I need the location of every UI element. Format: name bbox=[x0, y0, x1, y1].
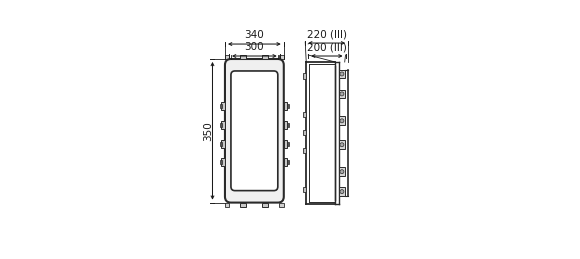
Bar bbox=[303, 187, 306, 192]
Bar bbox=[287, 160, 289, 164]
Text: 220 (III): 220 (III) bbox=[307, 30, 347, 39]
Bar bbox=[225, 55, 229, 59]
Bar bbox=[222, 102, 225, 110]
Bar bbox=[220, 142, 222, 146]
Bar bbox=[339, 70, 345, 78]
Bar bbox=[339, 140, 345, 149]
Bar bbox=[339, 187, 345, 196]
Bar bbox=[241, 203, 246, 207]
Text: 350: 350 bbox=[204, 121, 213, 141]
Bar bbox=[220, 160, 222, 164]
Bar bbox=[339, 167, 345, 176]
Circle shape bbox=[340, 170, 344, 174]
Bar bbox=[222, 159, 225, 166]
Bar bbox=[303, 148, 306, 153]
Bar bbox=[284, 102, 287, 110]
Bar bbox=[280, 55, 284, 59]
Circle shape bbox=[340, 190, 344, 194]
Circle shape bbox=[340, 92, 344, 96]
Text: 340: 340 bbox=[245, 31, 264, 40]
Bar bbox=[339, 117, 345, 125]
Bar bbox=[287, 104, 289, 108]
Bar bbox=[222, 140, 225, 148]
Bar bbox=[284, 121, 287, 129]
Circle shape bbox=[340, 119, 344, 123]
Bar bbox=[303, 130, 306, 135]
Bar bbox=[220, 123, 222, 127]
Bar bbox=[262, 55, 269, 59]
Bar bbox=[303, 112, 306, 117]
Bar bbox=[339, 90, 345, 98]
FancyBboxPatch shape bbox=[231, 71, 278, 191]
Bar bbox=[284, 140, 287, 148]
Text: 200 (III): 200 (III) bbox=[307, 42, 347, 52]
Bar bbox=[262, 203, 269, 207]
Circle shape bbox=[340, 72, 344, 76]
Bar bbox=[225, 203, 229, 207]
Bar bbox=[287, 123, 289, 127]
Bar bbox=[220, 104, 222, 108]
Bar bbox=[284, 159, 287, 166]
Bar bbox=[280, 203, 284, 207]
Text: 300: 300 bbox=[245, 42, 264, 52]
Bar bbox=[241, 55, 246, 59]
Bar bbox=[287, 142, 289, 146]
Circle shape bbox=[340, 143, 344, 147]
FancyBboxPatch shape bbox=[225, 59, 284, 203]
Bar bbox=[222, 121, 225, 129]
Bar bbox=[303, 73, 306, 78]
